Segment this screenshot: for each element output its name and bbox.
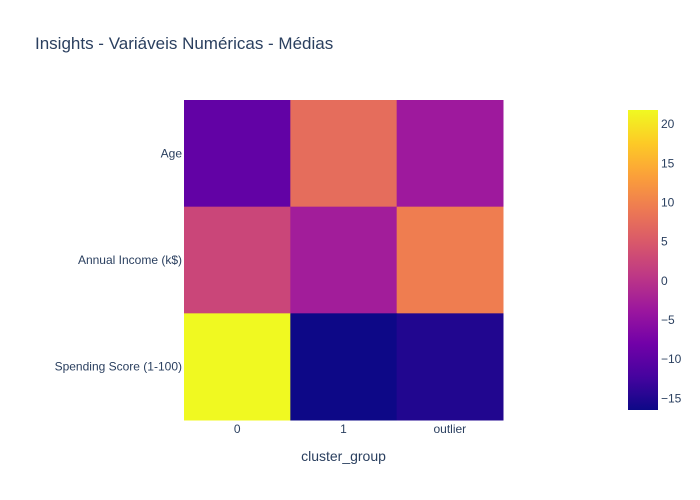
colorbar-tick-label: 15 [661,156,675,170]
x-tick-label: 0 [234,422,241,436]
y-axis-tick-labels: Age Annual Income (k$) Spending Score (1-1… [55,146,183,373]
colorbar-tick-label: 0 [661,274,668,288]
x-axis-title: cluster_group [301,448,386,464]
colorbar-tick-label: 5 [661,235,668,249]
y-tick-label: Age [161,146,183,160]
heatmap-cell [184,313,291,421]
y-tick-label: Annual Income (k$) [78,253,182,267]
heatmap-cell [290,206,398,314]
heatmap-cell [396,313,504,421]
x-tick-label: outlier [433,422,466,436]
colorbar-tick-label: 20 [661,117,675,131]
y-tick-label: Spending Score (1-100) [55,360,182,374]
x-tick-label: 1 [340,422,347,436]
colorbar-tick-labels: −15 −10 −5 0 5 10 15 20 [661,117,682,405]
heatmap-cell [184,100,291,208]
chart-title: Insights - Variáveis Numéricas - Médias [35,34,334,53]
heatmap-cell [290,313,398,421]
heatmap-cell [396,206,504,314]
colorbar-tick-label: −15 [661,391,682,405]
heatmap-cells [184,100,504,421]
colorbar-tick-label: −5 [661,313,675,327]
colorbar-tick-label: 10 [661,195,675,209]
heatmap-cell [396,100,504,208]
x-axis-tick-labels: 0 1 outlier [234,422,466,436]
colorbar [628,110,658,410]
colorbar-tick-label: −10 [661,352,682,366]
heatmap-cell [184,206,291,314]
heatmap-cell [290,100,398,208]
